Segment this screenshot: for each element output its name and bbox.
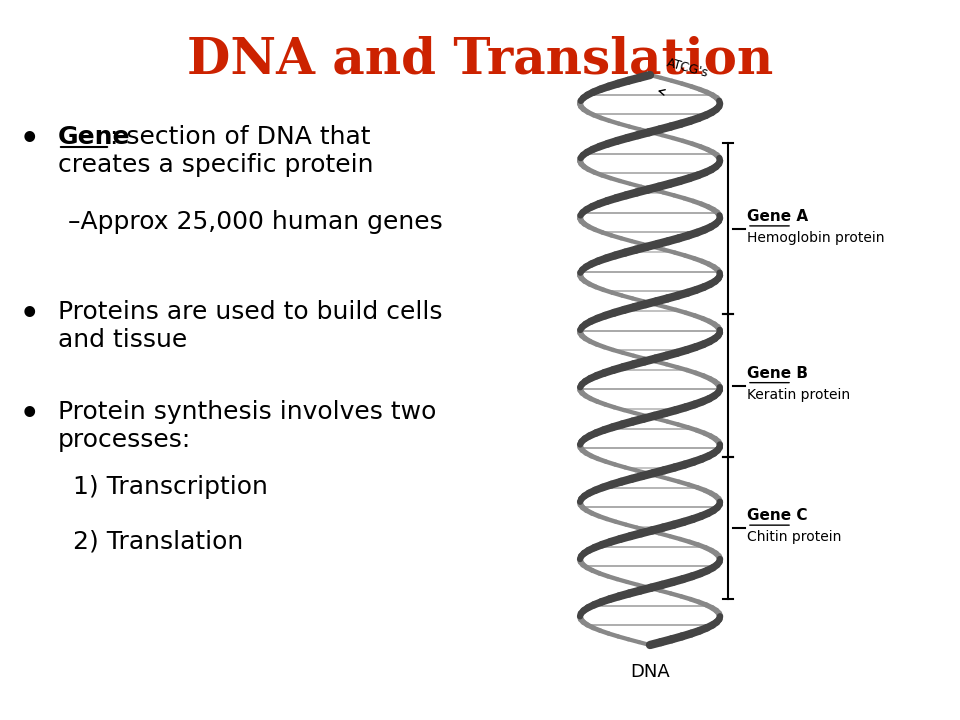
Text: DNA: DNA [630, 663, 670, 681]
Text: Gene C: Gene C [747, 508, 807, 523]
Text: DNA and Translation: DNA and Translation [187, 35, 773, 84]
Text: Chitin protein: Chitin protein [747, 530, 841, 544]
Text: Gene: Gene [58, 125, 131, 149]
Text: creates a specific protein: creates a specific protein [58, 153, 373, 177]
Text: processes:: processes: [58, 428, 191, 452]
Text: –Approx 25,000 human genes: –Approx 25,000 human genes [68, 210, 443, 234]
Text: and tissue: and tissue [58, 328, 187, 352]
Text: Keratin protein: Keratin protein [747, 387, 851, 402]
Text: : section of DNA that: : section of DNA that [110, 125, 371, 149]
Text: Proteins are used to build cells: Proteins are used to build cells [58, 300, 443, 324]
Text: Gene B: Gene B [747, 366, 808, 381]
Text: •: • [20, 300, 39, 329]
Text: Hemoglobin protein: Hemoglobin protein [747, 231, 884, 245]
Text: ATCG's: ATCG's [665, 56, 709, 80]
Text: Gene A: Gene A [747, 209, 808, 224]
Text: •: • [20, 400, 39, 429]
Text: •: • [20, 125, 39, 154]
Text: Protein synthesis involves two: Protein synthesis involves two [58, 400, 437, 424]
Text: 1) Transcription: 1) Transcription [73, 475, 268, 499]
Text: 2) Translation: 2) Translation [73, 530, 243, 554]
